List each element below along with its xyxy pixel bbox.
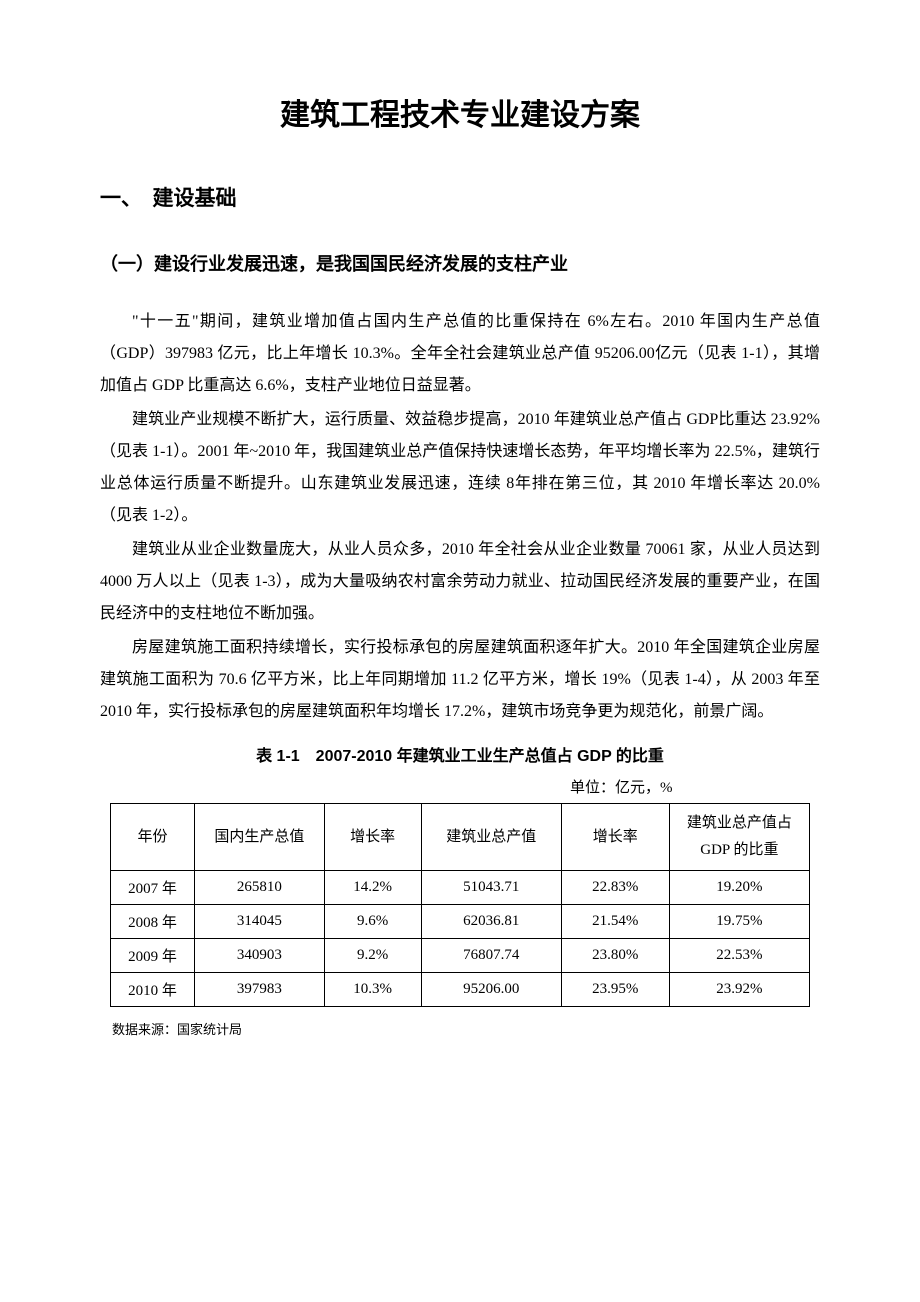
table-cell: 265810 bbox=[195, 871, 324, 905]
table-row: 2007 年 265810 14.2% 51043.71 22.83% 19.2… bbox=[111, 871, 810, 905]
table-1-unit: 单位：亿元，% bbox=[100, 776, 820, 797]
table-1-title: 表 1-1 2007-2010 年建筑业工业生产总值占 GDP 的比重 bbox=[100, 742, 820, 766]
table-header-row: 年份 国内生产总值 增长率 建筑业总产值 增长率 建筑业总产值占GDP 的比重 bbox=[111, 804, 810, 871]
subsection-1-1-heading: （一）建设行业发展迅速，是我国国民经济发展的支柱产业 bbox=[100, 250, 820, 276]
table-cell: 2009 年 bbox=[111, 939, 195, 973]
table-cell: 314045 bbox=[195, 905, 324, 939]
table-cell: 23.95% bbox=[561, 973, 669, 1007]
table-cell: 22.83% bbox=[561, 871, 669, 905]
table-cell: 22.53% bbox=[669, 939, 809, 973]
paragraph-3: 建筑业从业企业数量庞大，从业人员众多，2010 年全社会从业企业数量 70061… bbox=[100, 534, 820, 630]
table-cell: 23.80% bbox=[561, 939, 669, 973]
table-cell: 23.92% bbox=[669, 973, 809, 1007]
table-col-gdp: 国内生产总值 bbox=[195, 804, 324, 871]
table-cell: 397983 bbox=[195, 973, 324, 1007]
table-cell: 19.75% bbox=[669, 905, 809, 939]
table-cell: 95206.00 bbox=[421, 973, 561, 1007]
table-cell: 9.2% bbox=[324, 939, 421, 973]
paragraph-1: "十一五"期间，建筑业增加值占国内生产总值的比重保持在 6%左右。2010 年国… bbox=[100, 306, 820, 402]
table-cell: 2010 年 bbox=[111, 973, 195, 1007]
table-col-gdp-rate: 增长率 bbox=[324, 804, 421, 871]
table-col-construction-rate: 增长率 bbox=[561, 804, 669, 871]
table-col-year: 年份 bbox=[111, 804, 195, 871]
table-cell: 2008 年 bbox=[111, 905, 195, 939]
table-cell: 14.2% bbox=[324, 871, 421, 905]
table-col-percentage: 建筑业总产值占GDP 的比重 bbox=[669, 804, 809, 871]
paragraph-4: 房屋建筑施工面积持续增长，实行投标承包的房屋建筑面积逐年扩大。2010 年全国建… bbox=[100, 632, 820, 728]
table-row: 2009 年 340903 9.2% 76807.74 23.80% 22.53… bbox=[111, 939, 810, 973]
table-row: 2010 年 397983 10.3% 95206.00 23.95% 23.9… bbox=[111, 973, 810, 1007]
table-cell: 340903 bbox=[195, 939, 324, 973]
document-title: 建筑工程技术专业建设方案 bbox=[100, 90, 820, 134]
table-cell: 19.20% bbox=[669, 871, 809, 905]
table-1-source: 数据来源：国家统计局 bbox=[100, 1019, 820, 1038]
paragraph-2: 建筑业产业规模不断扩大，运行质量、效益稳步提高，2010 年建筑业总产值占 GD… bbox=[100, 404, 820, 532]
table-1: 年份 国内生产总值 增长率 建筑业总产值 增长率 建筑业总产值占GDP 的比重 … bbox=[110, 803, 810, 1007]
table-cell: 76807.74 bbox=[421, 939, 561, 973]
table-col-construction: 建筑业总产值 bbox=[421, 804, 561, 871]
table-cell: 2007 年 bbox=[111, 871, 195, 905]
table-cell: 21.54% bbox=[561, 905, 669, 939]
table-cell: 10.3% bbox=[324, 973, 421, 1007]
table-cell: 62036.81 bbox=[421, 905, 561, 939]
section-1-heading: 一、 建设基础 bbox=[100, 182, 820, 212]
table-row: 2008 年 314045 9.6% 62036.81 21.54% 19.75… bbox=[111, 905, 810, 939]
table-cell: 51043.71 bbox=[421, 871, 561, 905]
table-cell: 9.6% bbox=[324, 905, 421, 939]
